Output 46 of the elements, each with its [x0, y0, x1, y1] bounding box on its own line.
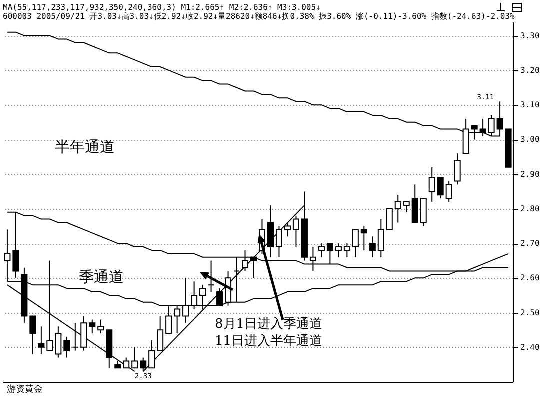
candlestick: [98, 319, 104, 334]
candlestick: [148, 340, 156, 369]
candlestick: [292, 215, 300, 248]
candlestick: [284, 222, 291, 238]
candlestick: [326, 243, 334, 265]
candlestick: [157, 316, 164, 352]
y-tick-label: 3.30: [520, 31, 540, 40]
candlestick: [378, 218, 384, 258]
candlestick: [386, 208, 393, 230]
y-tick-label: 2.70: [520, 239, 540, 248]
candlestick: [72, 322, 79, 352]
annotation: 季通道: [79, 268, 124, 286]
candlestick: [454, 153, 461, 186]
candlestick: [394, 194, 402, 224]
y-tick-label: 2.50: [520, 308, 540, 318]
candlestick: [352, 229, 359, 258]
candlestick: [403, 202, 410, 213]
candlestick: [369, 236, 376, 258]
candlestick: [208, 260, 215, 292]
y-tick-label: 2.80: [520, 204, 540, 214]
candlestick: [123, 357, 130, 369]
y-tick-label: 2.60: [520, 274, 540, 283]
candlestick: [437, 177, 444, 200]
candlestick: [55, 326, 62, 358]
chart-title: MA(55,117,233,117,932,350,240,360,3) M1:2.665↑ M2:2.636↑ M3:3.005↓: [3, 3, 321, 12]
y-tick-label: 2.90: [520, 170, 540, 179]
annotation: 半年通道: [55, 138, 115, 156]
annotation: 8月1日进入季通道: [215, 317, 323, 332]
candlestick: [38, 326, 45, 355]
y-tick-label: 3.00: [520, 135, 540, 144]
candlestick: [446, 180, 452, 202]
y-tick-label: 3.10: [520, 100, 540, 110]
candlestick: [318, 243, 325, 258]
candlestick: [64, 336, 70, 358]
y-tick-label: 2.40: [520, 342, 540, 352]
candlestick: [89, 319, 96, 334]
candlestick: [335, 243, 342, 258]
candlestick: [344, 243, 350, 258]
candlestick: [30, 316, 36, 355]
chart-subtitle: 600003 2005/09/21 开3.03↓高3.03↓低2.92↓收2.92↓量28620↓额846↓换0.38% 振3.60% 涨(-0.11)-3.60% 指数(-24.63)-2.03%: [3, 12, 516, 21]
candlestick: [428, 166, 436, 202]
text: 游资黄金: [7, 384, 43, 395]
candlestick: [276, 226, 282, 258]
candlestick: [360, 226, 368, 251]
annotation: 11日进入半年通道: [215, 334, 323, 349]
y-tick-label: 3.20: [520, 66, 540, 75]
